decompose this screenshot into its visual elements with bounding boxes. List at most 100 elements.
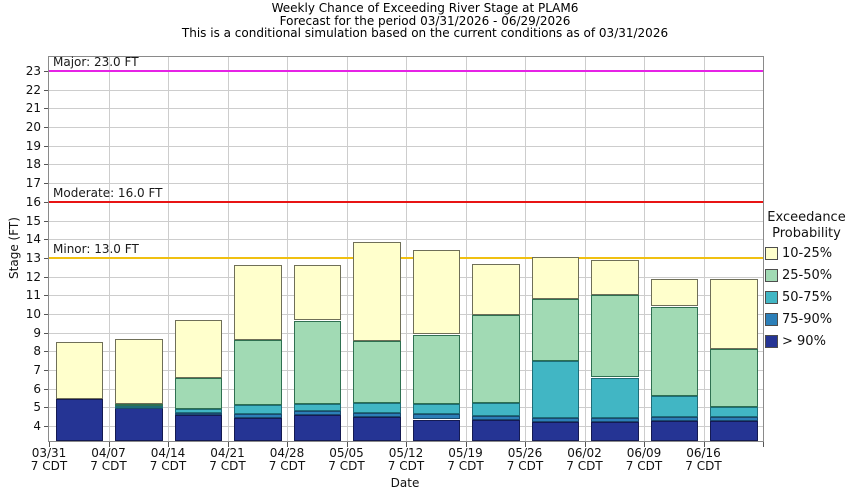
x-tick-label: 04/07 7 CDT [90, 446, 127, 473]
bar-segment [234, 340, 282, 405]
bar-segment [710, 407, 758, 417]
plot-area: 4 5 6 7 8 9 10 11 12 13 14 15 16 17 18 19 20 21 22 23 03/31 7… [26, 55, 764, 473]
y-axis-tick [44, 370, 48, 371]
x-axis-tick [465, 442, 467, 447]
bar-segment [710, 349, 758, 408]
x-tick-label: 03/31 7 CDT [30, 446, 68, 473]
x-tick-label: 05/05 7 CDT [328, 446, 365, 473]
y-axis-tick [44, 351, 48, 353]
x-tick-label: 04/21 7 CDT [209, 446, 246, 473]
y-tick-label: 22 [25, 82, 41, 97]
bar-segment [591, 377, 639, 418]
x-tick-label: 05/26 7 CDT [506, 446, 544, 473]
bar-segment [55, 342, 103, 399]
legend-swatch [765, 334, 778, 348]
x-axis-tick [584, 442, 586, 447]
legend-item: 50-75% [763, 286, 850, 308]
bar-segment [115, 403, 163, 406]
bar-segment [650, 416, 698, 422]
gridline-vertical [108, 57, 110, 441]
bar-segment [412, 419, 460, 441]
y-tick-label: 19 [25, 138, 41, 153]
bar-segment [531, 417, 579, 423]
y-axis-tick [44, 127, 48, 129]
bar-segment [710, 421, 758, 441]
bar-segment [531, 256, 579, 299]
flood-line [49, 200, 763, 203]
legend-label: 50-75% [782, 289, 833, 305]
y-tick-label: 10 [25, 306, 41, 321]
y-tick-label: 18 [25, 157, 41, 172]
y-tick-label: 21 [25, 101, 41, 116]
x-tick-label: 06/09 7 CDT [625, 446, 663, 473]
legend-item: 75-90% [763, 308, 850, 330]
y-axis-tick [44, 220, 48, 222]
bar-segment [293, 320, 341, 404]
y-axis-tick [44, 71, 48, 72]
bar-segment [174, 414, 222, 441]
bar-segment [174, 319, 222, 379]
bar-segment [115, 408, 163, 441]
y-axis-tick [44, 183, 48, 185]
chart-subtitle: Forecast for the period 03/31/2026 - 06/… [279, 13, 571, 28]
legend-title-line2: Probability [772, 226, 841, 241]
bar-segment [710, 279, 758, 350]
gridline-vertical [406, 57, 407, 441]
bar-segment [293, 265, 341, 321]
legend-item: 10-25% [763, 242, 850, 264]
flood-line [49, 70, 763, 72]
gridline-vertical [644, 57, 645, 441]
y-tick-label: 8 [33, 344, 41, 359]
legend-swatch [765, 268, 778, 282]
bar-segment [591, 259, 639, 296]
gridline-vertical [227, 57, 229, 441]
legend: Exceedance Probability 10-25% 25-50% 50-75… [763, 210, 850, 352]
bar-segment [531, 299, 579, 361]
gridline-vertical [465, 57, 467, 441]
y-axis-tick [44, 257, 48, 259]
x-axis-tick [287, 442, 288, 447]
y-tick-label: 20 [25, 120, 41, 135]
bar-segment [472, 415, 520, 421]
y-axis-tick [44, 295, 48, 297]
bar-segment [174, 378, 222, 410]
bar-segment [412, 413, 460, 420]
bar-segment [293, 411, 341, 415]
bar-segment [650, 396, 698, 417]
y-tick-label: 4 [33, 419, 41, 434]
x-axis-label: Date [390, 476, 420, 490]
legend-title-line1: Exceedance [767, 210, 846, 225]
flood-line-label: Major: 23.0 FT [53, 55, 139, 69]
bar-segment [353, 242, 401, 341]
bar-segment [293, 403, 341, 412]
y-axis-tick [44, 426, 48, 428]
legend-label: 25-50% [782, 267, 833, 283]
bar-segment [531, 360, 579, 418]
legend-swatch [765, 312, 778, 326]
bar-segment [293, 414, 341, 441]
y-tick-label: 6 [33, 381, 41, 396]
bar-segment [472, 420, 520, 441]
x-axis-tick [346, 442, 348, 447]
bar-segment [412, 250, 460, 335]
x-axis-tick [168, 442, 169, 447]
x-axis-tick [525, 442, 526, 447]
y-tick-label: 7 [33, 363, 41, 377]
y-tick-label: 14 [25, 232, 41, 247]
x-axis-tick [406, 442, 407, 447]
chart-title: Weekly Chance of Exceeding River Stage a… [271, 1, 579, 15]
bar-segment [710, 416, 758, 422]
legend-label: 10-25% [782, 245, 833, 261]
bar-segment [591, 295, 639, 378]
y-tick-label: 17 [25, 176, 41, 191]
x-axis-tick [49, 442, 50, 447]
bar-segment [650, 421, 698, 441]
y-tick-label: 11 [25, 288, 41, 303]
bar-segment [472, 402, 520, 416]
y-tick-label: 23 [25, 64, 41, 78]
gridline-vertical [287, 57, 288, 441]
legend-swatch [765, 290, 778, 304]
gridline-vertical [525, 57, 526, 441]
bar-segment [353, 341, 401, 403]
